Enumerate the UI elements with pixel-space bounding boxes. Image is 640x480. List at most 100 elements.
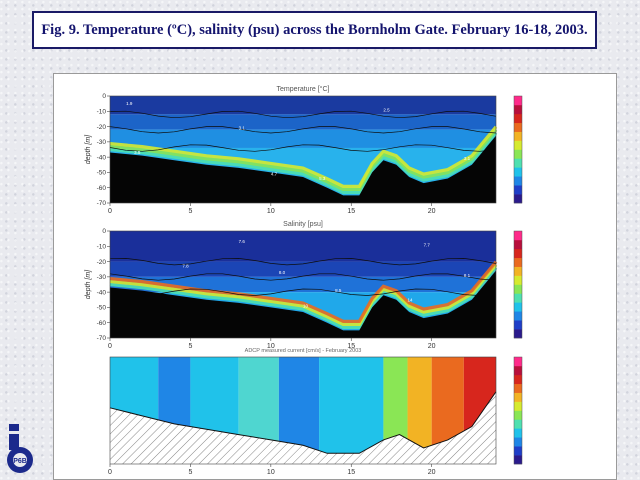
water-zone-surface [110, 96, 496, 115]
plot-frame [109, 230, 497, 339]
x-tick-label: 20 [428, 469, 436, 476]
colorbar-swatch [514, 311, 522, 321]
chart-title: Salinity [psu] [283, 221, 323, 228]
colorbar-swatch [514, 455, 522, 465]
chart-0: Temperature [°C] 1.9 2.5 3.1 3.5 4.7 5.3 3.1 0 5 1… [85, 85, 523, 215]
colorbar-swatch [514, 293, 522, 303]
y-tick-label: 0 [102, 93, 106, 100]
colorbar-swatch [514, 410, 522, 420]
colorbar-frame [513, 356, 523, 465]
colorbar-swatch [514, 122, 522, 132]
bottom-layer [109, 260, 498, 323]
y-tick-label: -10 [97, 243, 107, 250]
colorbar-swatch [514, 320, 522, 330]
x-tick-label: 20 [428, 208, 436, 215]
contour-label: 14 [408, 297, 414, 302]
y-tick-label: -50 [97, 305, 107, 312]
y-axis-label: depth [m] [85, 134, 92, 164]
x-tick-label: 10 [267, 469, 275, 476]
contour-label: 7.8 [182, 264, 189, 269]
colorbar-swatch [514, 374, 522, 385]
bottom-layer [109, 125, 498, 188]
x-tick-label: 10 [267, 208, 275, 215]
colorbar-swatch [514, 446, 522, 456]
colorbar-swatch [514, 113, 522, 124]
bottom-layer [109, 128, 498, 191]
y-tick-label: -30 [97, 139, 107, 146]
seabed-line [109, 391, 497, 454]
x-tick-label: 10 [267, 343, 275, 350]
y-tick-label: -60 [97, 185, 107, 192]
figure-canvas: Temperature [°C] 1.9 2.5 3.1 3.5 4.7 5.3 3.1 0 5 1… [85, 85, 523, 476]
seabed [110, 135, 496, 203]
colorbar-swatch [514, 357, 522, 367]
bottom-layer [109, 266, 498, 329]
y-tick-label: -20 [97, 124, 107, 131]
contour-line [109, 110, 497, 119]
colorbar-swatch [514, 392, 522, 402]
x-tick-label: 5 [188, 343, 192, 350]
y-tick-label: -70 [97, 335, 107, 342]
water-zone-middle [110, 129, 496, 148]
colorbar-swatch [514, 284, 522, 294]
figure-panel: Temperature [°C] 1.9 2.5 3.1 3.5 4.7 5.3 3.1 0 5 1… [53, 73, 617, 480]
y-tick-label: -20 [97, 259, 107, 266]
contour-label: 2.5 [383, 107, 390, 112]
contour-label: 8.5 [335, 288, 342, 293]
y-tick-label: -60 [97, 320, 107, 327]
colorbar-swatch [514, 329, 522, 339]
logo-ring-center [13, 453, 27, 467]
y-tick-label: -50 [97, 170, 107, 177]
y-tick-label: -70 [97, 200, 107, 207]
colorbar-swatch [514, 158, 522, 168]
colorbar-swatch [514, 383, 522, 393]
contour-label: 3.5 [134, 150, 141, 155]
chart-1: Salinity [psu] 7.6 7.8 8.0 8.5 7.7 8.1 10 14 0 5 10… [85, 221, 523, 350]
x-tick-label: 0 [108, 343, 112, 350]
y-tick-label: -30 [97, 274, 107, 281]
y-tick-label: -40 [97, 289, 107, 296]
chart-title: Temperature [°C] [277, 85, 330, 93]
colorbar-swatch [514, 140, 522, 150]
contour-label: 3.1 [464, 156, 471, 161]
figure-caption-box: Fig. 9. Temperature (ºC), salinity (psu)… [32, 11, 597, 49]
colorbar-frame [513, 230, 523, 339]
colorbar-swatch [514, 167, 522, 177]
colorbar-swatch [514, 365, 522, 376]
x-tick-label: 0 [108, 469, 112, 476]
colorbar-swatch [514, 176, 522, 186]
contour-label: 4.7 [271, 171, 278, 176]
x-tick-label: 15 [347, 469, 355, 476]
x-tick-label: 0 [108, 208, 112, 215]
water-zone-upper [110, 114, 496, 130]
colorbar-swatch [514, 257, 522, 267]
water-zone-middle [110, 276, 496, 293]
x-tick-label: 20 [428, 343, 436, 350]
colorbar-swatch [514, 401, 522, 411]
y-axis-label: depth [m] [85, 269, 92, 299]
water-zone-upper [110, 261, 496, 277]
x-tick-label: 5 [188, 208, 192, 215]
colorbar-swatch [514, 185, 522, 195]
colorbar-frame [513, 95, 523, 204]
contour-label: 10 [303, 303, 309, 308]
x-tick-label: 15 [347, 343, 355, 350]
contour-line [109, 273, 497, 281]
logo-text: P6B [13, 458, 27, 465]
colorbar-swatch [514, 275, 522, 285]
colorbar-swatch [514, 104, 522, 115]
y-tick-label: 0 [102, 228, 106, 235]
institute-logo: P6B [7, 424, 33, 473]
x-tick-label: 5 [188, 469, 192, 476]
colorbar-swatch [514, 248, 522, 259]
contour-label: 5.3 [319, 176, 326, 181]
colorbar-swatch [514, 437, 522, 447]
seabed [110, 270, 496, 338]
chart-title: ADCP measured current [cm/s] - February … [245, 348, 362, 354]
contour-label: 3.1 [239, 126, 246, 131]
logo-stem [9, 434, 19, 450]
colorbar-swatch [514, 428, 522, 438]
contour-label: 7.7 [424, 242, 431, 247]
plot-frame [109, 95, 497, 204]
chart-2: ADCP measured current [cm/s] - February … [108, 348, 523, 476]
